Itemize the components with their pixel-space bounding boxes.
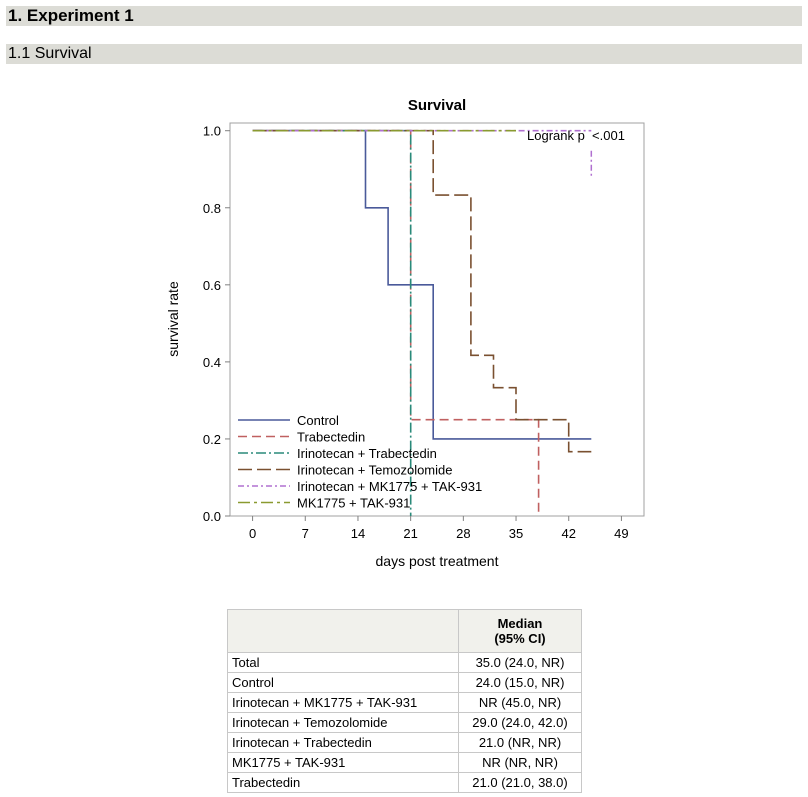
row-median: NR (NR, NR) xyxy=(458,752,582,773)
table-row: Irinotecan + MK1775 + TAK-931 NR (45.0, N… xyxy=(227,692,582,713)
legend-label-2: Irinotecan + Trabectedin xyxy=(297,446,437,461)
y-tick-label: 0.0 xyxy=(203,509,221,524)
row-median: 29.0 (24.0, 42.0) xyxy=(458,712,582,733)
row-label: MK1775 + TAK-931 xyxy=(227,752,459,773)
y-tick-label: 1.0 xyxy=(203,124,221,139)
x-tick-label: 14 xyxy=(351,526,365,541)
x-tick-label: 21 xyxy=(403,526,417,541)
y-tick-label: 0.4 xyxy=(203,355,221,370)
y-tick-label: 0.8 xyxy=(203,201,221,216)
y-tick-label: 0.2 xyxy=(203,432,221,447)
header-median-line2: (95% CI) xyxy=(494,631,546,646)
row-median: 24.0 (15.0, NR) xyxy=(458,672,582,693)
x-tick-label: 0 xyxy=(249,526,256,541)
subsection-heading: 1.1 Survival xyxy=(6,44,802,64)
row-label: Trabectedin xyxy=(227,772,459,793)
row-label: Total xyxy=(227,652,459,673)
section-heading: 1. Experiment 1 xyxy=(6,6,802,26)
header-median-line1: Median xyxy=(497,616,543,631)
table-row: Irinotecan + Trabectedin 21.0 (NR, NR) xyxy=(227,732,582,753)
plot-frame xyxy=(229,122,645,517)
legend-label-1: Trabectedin xyxy=(297,430,365,445)
row-label: Irinotecan + MK1775 + TAK-931 xyxy=(227,692,459,713)
legend-label-3: Irinotecan + Temozolomide xyxy=(297,463,453,478)
y-axis: 0.0 0.2 0.4 0.6 0.8 1.0 xyxy=(203,124,230,524)
table-header-median: Median (95% CI) xyxy=(458,609,582,653)
table-header-row: Median (95% CI) xyxy=(227,609,582,653)
x-tick-label: 7 xyxy=(302,526,309,541)
table-row: Irinotecan + Temozolomide 29.0 (24.0, 42.… xyxy=(227,712,582,733)
table-row: Trabectedin 21.0 (21.0, 38.0) xyxy=(227,772,582,793)
legend-label-4: Irinotecan + MK1775 + TAK-931 xyxy=(297,479,482,494)
x-axis-label: days post treatment xyxy=(376,553,499,569)
row-label: Irinotecan + Trabectedin xyxy=(227,732,459,753)
row-median: 35.0 (24.0, NR) xyxy=(458,652,582,673)
chart-title: Survival xyxy=(408,97,466,114)
series-lines xyxy=(252,129,593,516)
row-median: 21.0 (NR, NR) xyxy=(458,732,582,753)
median-table: Median (95% CI) Total 35.0 (24.0, NR) Cont… xyxy=(227,609,582,793)
x-axis: 0 7 14 21 28 35 42 49 xyxy=(249,516,629,541)
series-line-3 xyxy=(252,129,592,453)
x-tick-label: 42 xyxy=(561,526,575,541)
logrank-annotation: Logrank p <.001 xyxy=(527,128,625,143)
legend-label-5: MK1775 + TAK-931 xyxy=(297,496,410,511)
legend-label-0: Control xyxy=(297,413,339,428)
row-median: 21.0 (21.0, 38.0) xyxy=(458,772,582,793)
row-median: NR (45.0, NR) xyxy=(458,692,582,713)
x-tick-label: 35 xyxy=(509,526,523,541)
y-tick-label: 0.6 xyxy=(203,278,221,293)
x-tick-label: 28 xyxy=(456,526,470,541)
row-label: Irinotecan + Temozolomide xyxy=(227,712,459,733)
table-header-label xyxy=(227,609,459,653)
x-tick-label: 49 xyxy=(614,526,628,541)
survival-chart: Survival 0.0 0.2 0.4 0.6 0.8 1.0 0 7 14 21 28 35 42… xyxy=(165,97,645,569)
table-row: Control 24.0 (15.0, NR) xyxy=(227,672,582,693)
y-axis-label: survival rate xyxy=(165,281,181,357)
series-line-0 xyxy=(252,129,592,440)
table-row: MK1775 + TAK-931 NR (NR, NR) xyxy=(227,752,582,773)
row-label: Control xyxy=(227,672,459,693)
table-row: Total 35.0 (24.0, NR) xyxy=(227,652,582,673)
